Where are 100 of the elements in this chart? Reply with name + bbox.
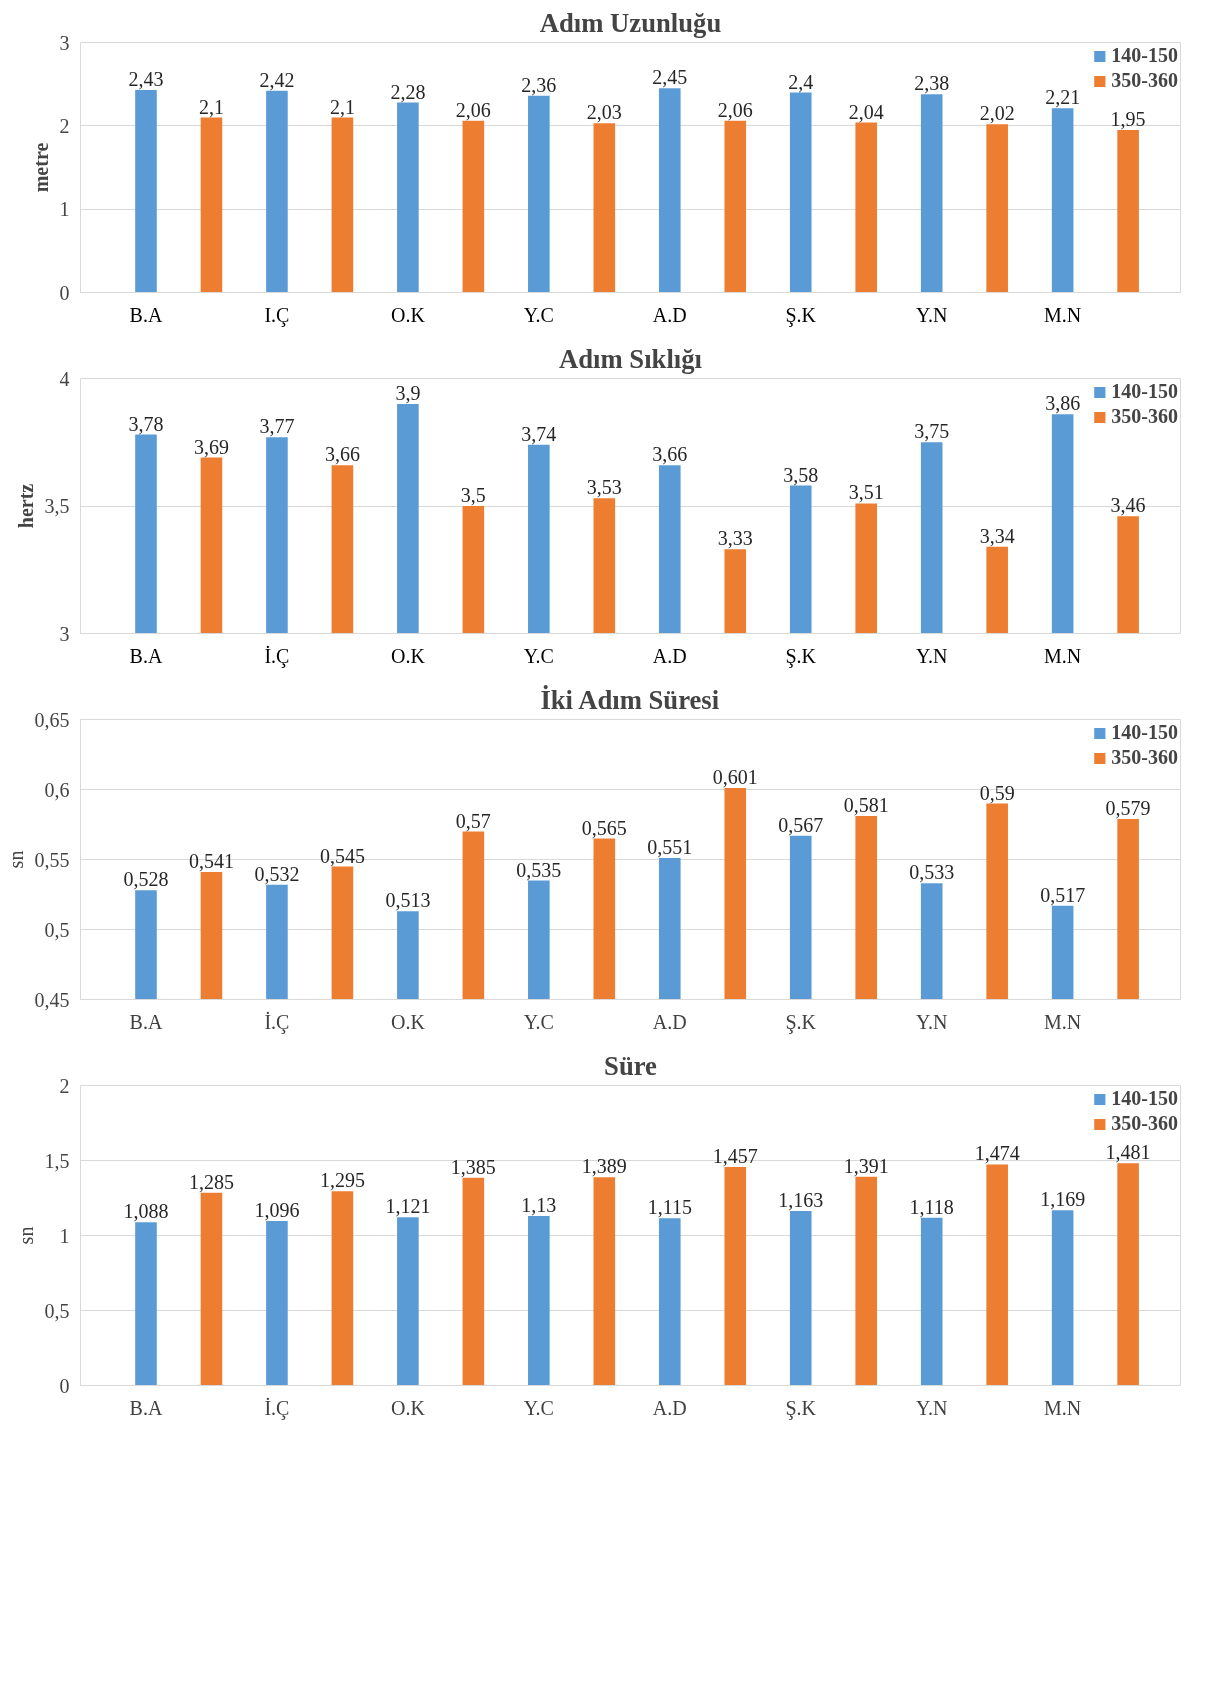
data-label: 2,45 bbox=[652, 66, 688, 89]
legend-label: 350-360 bbox=[1111, 69, 1178, 92]
data-label: 3,66 bbox=[652, 443, 688, 466]
bar bbox=[528, 1216, 550, 1386]
y-tick-label: 3 bbox=[59, 31, 70, 54]
data-label: 2,36 bbox=[521, 73, 557, 96]
data-label: 1,295 bbox=[319, 1169, 365, 1192]
data-label: 0,528 bbox=[123, 868, 169, 891]
y-axis-title: hertz bbox=[14, 483, 37, 529]
y-tick-label: 3,5 bbox=[44, 495, 70, 517]
y-tick-label: 0,65 bbox=[34, 708, 70, 731]
data-label: 1,115 bbox=[647, 1196, 692, 1219]
x-tick-label: İ.Ç bbox=[264, 1010, 290, 1034]
data-label: 1,118 bbox=[909, 1195, 954, 1218]
x-tick-label: M.N bbox=[1044, 644, 1082, 667]
data-label: 1,285 bbox=[188, 1170, 234, 1193]
legend-label: 140-150 bbox=[1111, 44, 1178, 67]
bar bbox=[855, 122, 878, 293]
data-label: 3,46 bbox=[1110, 494, 1146, 517]
x-tick-label: B.A bbox=[129, 303, 163, 326]
y-axis-title: sn bbox=[14, 1226, 37, 1245]
x-tick-label: Ş.K bbox=[785, 1396, 817, 1420]
data-label: 1,169 bbox=[1040, 1188, 1086, 1211]
bar bbox=[397, 102, 419, 293]
bar bbox=[658, 1218, 681, 1386]
chart-title: Süre bbox=[604, 1050, 658, 1081]
legend-label: 140-150 bbox=[1111, 721, 1178, 744]
x-tick-label: Y.C bbox=[523, 644, 554, 667]
x-tick-label: Y.C bbox=[523, 1396, 554, 1419]
data-label: 2,04 bbox=[848, 100, 884, 123]
chart-title: Adım Sıklığı bbox=[559, 343, 703, 374]
data-label: 1,385 bbox=[450, 1155, 496, 1178]
data-label: 3,78 bbox=[128, 412, 164, 435]
data-label: 3,33 bbox=[717, 527, 753, 550]
data-label: 1,481 bbox=[1105, 1141, 1151, 1164]
bar bbox=[986, 1164, 1008, 1386]
y-tick-label: 2 bbox=[59, 1074, 70, 1097]
x-tick-label: M.N bbox=[1044, 303, 1082, 326]
x-tick-label: B.A bbox=[129, 644, 163, 667]
bar bbox=[1051, 1210, 1074, 1386]
y-tick-label: 1,5 bbox=[44, 1149, 70, 1172]
bar bbox=[724, 1166, 747, 1386]
bar bbox=[331, 117, 354, 293]
chart-title: İki Adım Süresi bbox=[540, 684, 720, 715]
data-label: 0,532 bbox=[254, 862, 300, 885]
x-tick-label: İ.Ç bbox=[264, 644, 290, 668]
y-tick-label: 0 bbox=[59, 1374, 70, 1397]
y-tick-label: 0 bbox=[59, 281, 70, 304]
bar bbox=[528, 95, 550, 293]
data-label: 2,1 bbox=[198, 95, 224, 118]
y-tick-label: 0,5 bbox=[44, 1299, 70, 1322]
bar bbox=[200, 1192, 223, 1386]
data-label: 3,58 bbox=[783, 463, 819, 486]
x-tick-label: B.A bbox=[129, 1010, 163, 1033]
x-tick-label: A.D bbox=[652, 303, 687, 326]
y-tick-label: 3 bbox=[59, 622, 70, 645]
data-label: 3,53 bbox=[586, 476, 622, 499]
data-label: 1,391 bbox=[843, 1154, 889, 1177]
x-tick-label: O.K bbox=[390, 1396, 426, 1419]
data-label: 3,34 bbox=[979, 524, 1015, 547]
y-tick-label: 0,45 bbox=[34, 988, 70, 1011]
x-tick-label: O.K bbox=[390, 1010, 426, 1033]
data-label: 1,474 bbox=[974, 1142, 1020, 1165]
bar bbox=[135, 1222, 157, 1386]
y-tick-label: 0,55 bbox=[34, 848, 70, 871]
data-label: 2,21 bbox=[1045, 86, 1081, 109]
chart-title: Adım Uzunluğu bbox=[539, 7, 722, 38]
data-label: 0,551 bbox=[647, 836, 693, 859]
y-tick-label: 2 bbox=[59, 114, 70, 137]
legend-label: 140-150 bbox=[1111, 380, 1178, 403]
bar bbox=[200, 117, 223, 293]
x-tick-label: O.K bbox=[390, 303, 426, 326]
y-axis-title: sn bbox=[4, 850, 27, 869]
x-tick-label: Y.N bbox=[916, 1396, 948, 1419]
bar bbox=[593, 1177, 616, 1386]
bar bbox=[986, 124, 1008, 293]
data-label: 0,57 bbox=[455, 809, 491, 832]
data-label: 3,51 bbox=[848, 481, 884, 504]
data-label: 1,096 bbox=[254, 1199, 300, 1222]
legend-label: 140-150 bbox=[1111, 1087, 1178, 1110]
x-tick-label: Ş.K bbox=[785, 1010, 817, 1034]
y-tick-label: 1 bbox=[59, 198, 70, 221]
data-label: 0,579 bbox=[1105, 796, 1151, 819]
data-label: 2,28 bbox=[390, 80, 426, 103]
bar bbox=[789, 1211, 812, 1386]
data-label: 3,77 bbox=[259, 415, 295, 438]
x-tick-label: Ş.K bbox=[785, 644, 817, 668]
bar bbox=[135, 90, 157, 293]
data-label: 0,59 bbox=[979, 781, 1015, 804]
x-tick-label: B.A bbox=[129, 1396, 163, 1419]
data-label: 3,9 bbox=[395, 382, 421, 404]
data-label: 3,66 bbox=[324, 443, 360, 466]
bar bbox=[658, 88, 681, 293]
data-label: 3,75 bbox=[914, 420, 950, 443]
y-tick-label: 0,5 bbox=[44, 918, 70, 941]
y-tick-label: 0,6 bbox=[44, 778, 70, 801]
data-label: 3,69 bbox=[193, 435, 229, 458]
data-label: 2,43 bbox=[128, 68, 164, 90]
data-label: 2,38 bbox=[914, 72, 950, 95]
data-label: 3,86 bbox=[1045, 392, 1081, 415]
